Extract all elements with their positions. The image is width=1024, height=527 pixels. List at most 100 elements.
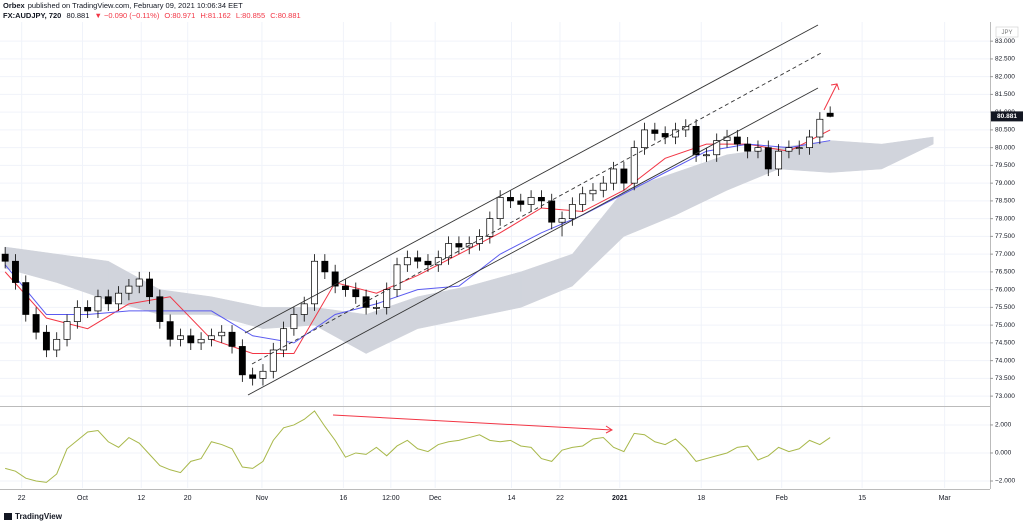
candle-body: [207, 335, 215, 340]
candle-body: [42, 331, 50, 351]
y-tick-label: 0.000: [995, 450, 1012, 457]
candle-body: [115, 292, 123, 305]
candle-body: [321, 260, 329, 273]
candle-body: [311, 260, 318, 305]
candle-body: [692, 126, 700, 156]
axes: 73.000 73.500 74.000 74.500 75.000 75.500 76.0…: [18, 38, 1023, 502]
y-tick-label: 80.500: [995, 127, 1015, 134]
x-tick-label: 18: [697, 495, 705, 502]
candle-body: [32, 314, 40, 333]
last-price-label: 80.881: [997, 113, 1017, 120]
candle-body: [641, 129, 648, 149]
last-price: 80.881: [66, 11, 90, 20]
candle-body: [94, 296, 102, 312]
candle-body: [517, 200, 525, 205]
candle-body: [166, 321, 174, 340]
cloud-segment: [829, 140, 882, 173]
candle-body: [651, 129, 659, 134]
candle-body: [806, 136, 813, 149]
candle-body: [816, 118, 824, 138]
y-tick-label: 77.500: [995, 233, 1015, 240]
candle-body: [455, 243, 463, 248]
x-tick-label: 14: [508, 495, 516, 502]
candle-body: [548, 200, 556, 223]
candle-body: [73, 307, 81, 322]
footer: TradingView: [15, 512, 63, 521]
candle-body: [775, 150, 783, 170]
y-tick-label: −2.000: [995, 478, 1015, 485]
candle-body: [610, 168, 618, 184]
candle-body: [527, 196, 535, 205]
y-tick-label: 78.000: [995, 215, 1015, 222]
candle-body: [445, 243, 453, 259]
candle-body: [63, 321, 71, 340]
channel-middle: [251, 51, 824, 365]
candle-body: [764, 147, 772, 170]
x-tick-label: 12: [137, 495, 145, 502]
publisher: Orbex: [3, 1, 25, 10]
y-tick-label: 73.500: [995, 375, 1015, 382]
candle-body: [383, 289, 391, 308]
y-tick-label: 2.000: [995, 422, 1012, 429]
y-tick-label: 73.000: [995, 393, 1015, 400]
axis-unit: JPY: [1001, 30, 1012, 36]
x-tick-label: 15: [858, 495, 866, 502]
candle-body: [372, 307, 380, 309]
indicator-line: [4, 140, 831, 344]
channel-lower: [247, 87, 819, 396]
candle-body: [259, 370, 267, 379]
logo-icon: [4, 513, 12, 520]
cloud-segment: [314, 307, 367, 354]
ohlc-low: L:80.855: [235, 11, 266, 20]
candle-body: [197, 338, 205, 344]
x-tick-label: 12:00: [382, 495, 400, 502]
candle-body: [187, 335, 195, 344]
y-tick-label: 77.000: [995, 251, 1015, 258]
candle-body: [754, 147, 762, 152]
y-tick-label: 81.500: [995, 91, 1015, 98]
y-tick-label: 78.500: [995, 198, 1015, 205]
arrow-up: [823, 83, 840, 111]
candle-body: [579, 193, 587, 205]
candle-body: [434, 257, 442, 266]
ohlc-open: O:80.971: [164, 11, 196, 20]
candle-body: [630, 147, 638, 184]
candle-body: [507, 196, 514, 202]
change: ▼ −0.090 (−0.11%): [94, 11, 160, 20]
x-tick-label: Dec: [429, 495, 442, 502]
candle-body: [785, 147, 793, 152]
y-tick-label: 82.000: [995, 73, 1015, 80]
x-tick-label: Mar: [939, 495, 952, 502]
y-tick-label: 82.500: [995, 56, 1015, 63]
candle-body: [228, 331, 236, 347]
y-tick-label: 79.500: [995, 162, 1015, 169]
candle-body: [414, 257, 422, 262]
candle-body: [713, 140, 721, 156]
symbol: FX:AUDJPY, 720: [3, 11, 62, 20]
cloud-segment: [881, 136, 934, 170]
x-tick-label: Nov: [256, 495, 269, 502]
axis-unit-box: [995, 26, 1019, 38]
candle-body: [104, 296, 112, 305]
candle-body: [146, 278, 153, 298]
channel-upper: [244, 24, 819, 334]
candle-body: [280, 328, 288, 351]
candle-body: [723, 136, 731, 141]
candle-body: [733, 136, 741, 145]
candle-body: [331, 271, 339, 287]
candle-body: [672, 129, 679, 138]
footer-logo: TradingView: [4, 512, 63, 521]
last-price-box: [991, 111, 1023, 122]
candle-body: [269, 349, 277, 372]
candle-body: [568, 204, 576, 219]
candle-body: [125, 285, 133, 294]
ohlc-high: H:81.162: [200, 11, 231, 20]
candle-body: [342, 285, 349, 290]
x-tick-label: 20: [184, 495, 192, 502]
candle-body: [238, 346, 246, 376]
y-tick-label: 75.000: [995, 322, 1015, 329]
oscillator-line: [5, 410, 831, 483]
candle-body: [22, 282, 30, 315]
